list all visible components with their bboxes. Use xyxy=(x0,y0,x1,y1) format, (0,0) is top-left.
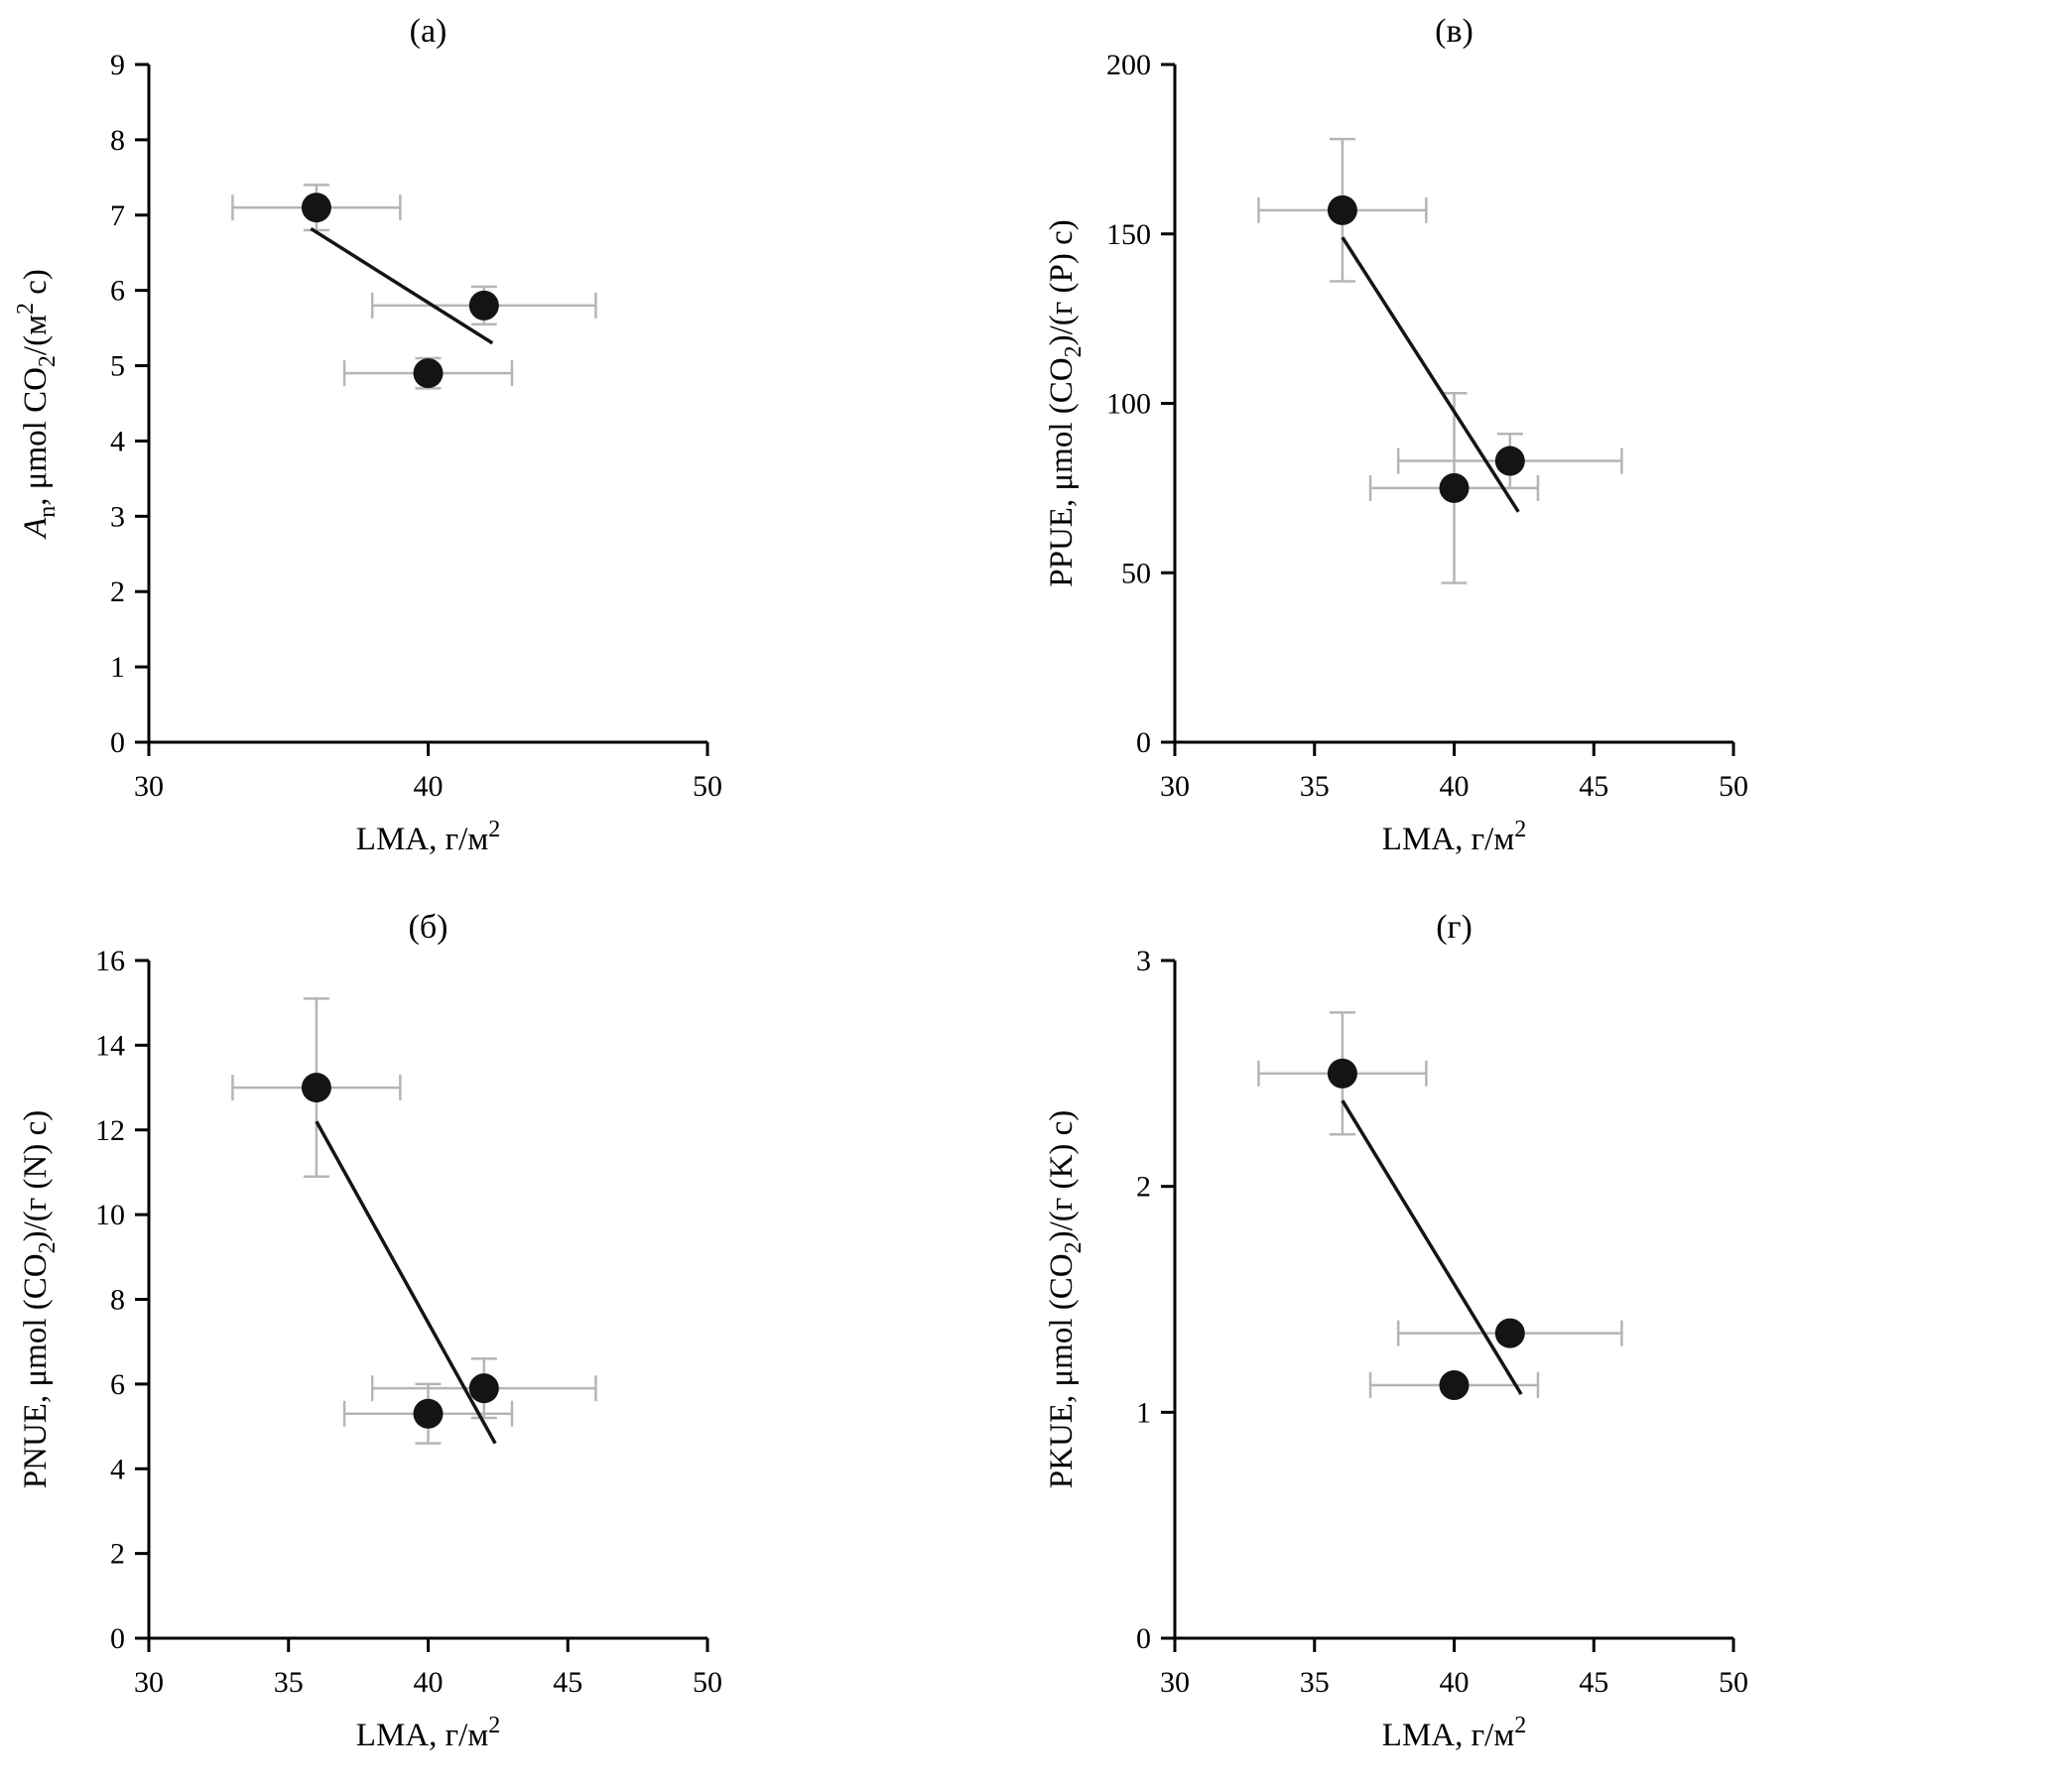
x-tick-label: 45 xyxy=(1579,770,1608,803)
chart-svg-a: (а) 0 1 2 3 4 5 6 7 8 9 30 40 50 LMA, г/м2 An, μmol CO2… xyxy=(13,13,722,857)
x-tick-label: 35 xyxy=(1300,1666,1330,1699)
x-tick-label: 40 xyxy=(414,770,444,803)
y-tick-label: 8 xyxy=(110,1284,125,1317)
x-tick-label: 30 xyxy=(134,1666,164,1699)
data-point xyxy=(413,358,444,389)
trend-line xyxy=(310,226,494,345)
chart-panel-b: (б) 0 2 4 6 8 10 12 14 16 30 35 40 45 50 LMA, г/м2 PNUE,… xyxy=(0,896,1025,1792)
y-tick-label: 4 xyxy=(110,425,125,457)
y-axis-label: PPUE, μmol (CO2)/(г (P) с) xyxy=(1044,219,1087,586)
y-axis-label: PKUE, μmol (CO2)/(г (K) с) xyxy=(1044,1110,1087,1488)
data-point xyxy=(1494,446,1525,476)
x-tick-label: 50 xyxy=(693,770,722,803)
error-bars xyxy=(1257,137,1623,584)
y-tick-label: 8 xyxy=(110,124,125,157)
data-point xyxy=(301,192,331,223)
y-tick-label: 5 xyxy=(110,350,125,383)
x-tick-label: 30 xyxy=(1160,770,1190,803)
x-tick-label: 40 xyxy=(1440,770,1470,803)
y-tick-label: 3 xyxy=(1136,945,1151,977)
y-tick-label: 10 xyxy=(95,1199,125,1231)
y-tick-label: 12 xyxy=(95,1114,125,1147)
x-tick-label: 30 xyxy=(134,770,164,803)
y-tick-label: 0 xyxy=(110,1622,125,1655)
x-tick-label: 35 xyxy=(1300,770,1330,803)
x-tick-label: 40 xyxy=(414,1666,444,1699)
y-tick-label: 0 xyxy=(110,726,125,759)
x-axis-label: LMA, г/м2 xyxy=(356,1713,500,1753)
y-axis-label: PNUE, μmol (CO2)/(г (N) с) xyxy=(18,1110,61,1488)
y-tick-label: 6 xyxy=(110,275,125,308)
y-tick-label: 100 xyxy=(1106,388,1151,421)
data-point xyxy=(1327,194,1357,225)
data-point xyxy=(1439,472,1470,503)
x-axis-label: LMA, г/м2 xyxy=(1382,1713,1526,1753)
data-point xyxy=(301,1073,331,1103)
panel-label: (б) xyxy=(409,909,449,946)
panel-label: (в) xyxy=(1435,13,1474,50)
x-tick-label: 50 xyxy=(693,1666,722,1699)
y-tick-label: 14 xyxy=(95,1029,125,1062)
x-tick-label: 45 xyxy=(1579,1666,1608,1699)
y-tick-label: 3 xyxy=(110,500,125,533)
trend-line xyxy=(315,1120,497,1445)
panel-label: (а) xyxy=(410,13,448,50)
trend-line xyxy=(1341,236,1520,513)
y-tick-label: 1 xyxy=(1136,1396,1151,1429)
y-tick-label: 6 xyxy=(110,1368,125,1401)
error-bars xyxy=(231,184,597,390)
y-tick-label: 7 xyxy=(110,199,125,232)
x-tick-label: 35 xyxy=(274,1666,304,1699)
trend-line xyxy=(1341,1099,1523,1396)
y-tick-label: 16 xyxy=(95,945,125,977)
y-tick-label: 0 xyxy=(1136,1622,1151,1655)
y-tick-label: 9 xyxy=(110,49,125,81)
y-tick-label: 1 xyxy=(110,651,125,684)
y-tick-label: 2 xyxy=(1136,1171,1151,1204)
x-tick-label: 50 xyxy=(1719,770,1748,803)
y-tick-label: 50 xyxy=(1121,557,1151,589)
chart-panel-a: (а) 0 1 2 3 4 5 6 7 8 9 30 40 50 LMA, г/м2 An, μmol CO2… xyxy=(0,0,1025,896)
y-tick-label: 4 xyxy=(110,1453,125,1485)
chart-panel-g: (г) 0 1 2 3 30 35 40 45 50 LMA, г/м2 PKUE, μmol (CO… xyxy=(1026,896,2051,1792)
data-point xyxy=(1439,1370,1470,1401)
chart-svg-v: (в) 0 50 100 150 200 30 35 40 45 50 LMA, г/м2 PPUE, … xyxy=(1044,13,1748,857)
data-point xyxy=(468,1373,499,1404)
x-tick-label: 40 xyxy=(1440,1666,1470,1699)
data-point xyxy=(413,1398,444,1429)
error-bars xyxy=(231,997,597,1445)
data-point xyxy=(1327,1058,1357,1088)
y-tick-label: 2 xyxy=(110,576,125,608)
data-point xyxy=(1494,1318,1525,1348)
x-tick-label: 45 xyxy=(553,1666,582,1699)
y-axis-label: An, μmol CO2/(м2 с) xyxy=(13,269,61,540)
data-point xyxy=(468,290,499,320)
y-tick-label: 2 xyxy=(110,1538,125,1571)
x-axis-label: LMA, г/м2 xyxy=(1382,817,1526,857)
panel-label: (г) xyxy=(1436,909,1473,946)
error-bars xyxy=(1257,1011,1623,1399)
chart-svg-g: (г) 0 1 2 3 30 35 40 45 50 LMA, г/м2 PKUE, μmol (CO… xyxy=(1044,909,1748,1753)
x-tick-label: 30 xyxy=(1160,1666,1190,1699)
chart-svg-b: (б) 0 2 4 6 8 10 12 14 16 30 35 40 45 50 LMA, г/м2 PNUE,… xyxy=(18,909,722,1753)
chart-panel-v: (в) 0 50 100 150 200 30 35 40 45 50 LMA, г/м2 PPUE, … xyxy=(1026,0,2051,896)
y-tick-label: 150 xyxy=(1106,218,1151,251)
x-axis-label: LMA, г/м2 xyxy=(356,817,500,857)
y-tick-label: 0 xyxy=(1136,726,1151,759)
y-tick-label: 200 xyxy=(1106,49,1151,81)
x-tick-label: 50 xyxy=(1719,1666,1748,1699)
